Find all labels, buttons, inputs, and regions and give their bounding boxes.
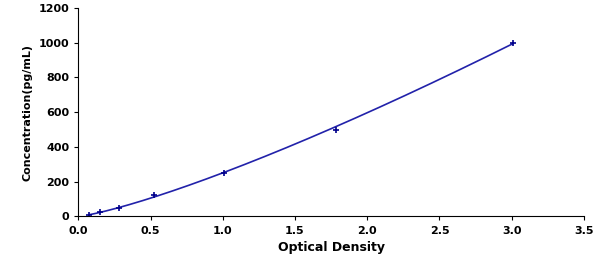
X-axis label: Optical Density: Optical Density	[278, 241, 385, 254]
Y-axis label: Concentration(pg/mL): Concentration(pg/mL)	[23, 44, 33, 181]
